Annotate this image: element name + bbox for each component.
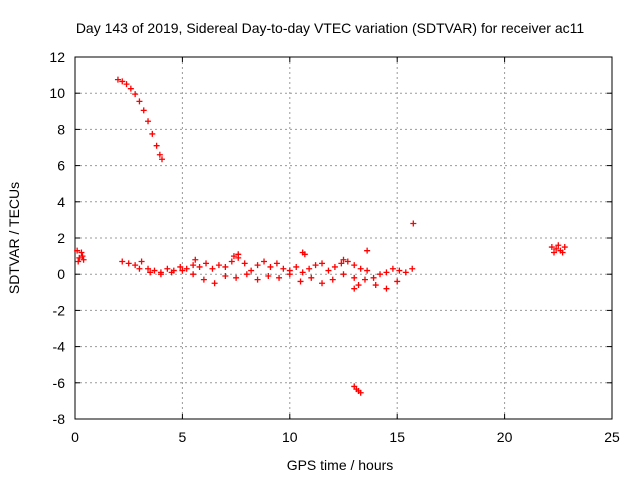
data-point bbox=[192, 257, 198, 263]
data-point bbox=[132, 262, 138, 268]
y-tick-label: -8 bbox=[53, 411, 66, 427]
data-point bbox=[139, 259, 145, 265]
data-point bbox=[362, 277, 368, 283]
data-point bbox=[276, 275, 282, 281]
data-point bbox=[390, 266, 396, 272]
data-point bbox=[255, 277, 261, 283]
data-point bbox=[255, 262, 261, 268]
data-point bbox=[261, 259, 267, 265]
data-point bbox=[330, 277, 336, 283]
x-tick-label: 0 bbox=[71, 429, 79, 445]
data-point bbox=[136, 266, 142, 272]
series-main-band bbox=[119, 255, 415, 281]
x-tick-label: 10 bbox=[282, 429, 298, 445]
data-point bbox=[364, 268, 370, 274]
chart-title: Day 143 of 2019, Sidereal Day-to-day VTE… bbox=[76, 20, 585, 36]
x-axis-label: GPS time / hours bbox=[287, 457, 394, 473]
data-point bbox=[319, 260, 325, 266]
data-point bbox=[358, 266, 364, 272]
grid bbox=[75, 57, 612, 419]
y-tick-label: 12 bbox=[49, 49, 65, 65]
data-point bbox=[212, 280, 218, 286]
data-point bbox=[233, 275, 239, 281]
data-points bbox=[74, 77, 568, 396]
y-axis-label: SDTVAR / TECUs bbox=[6, 182, 22, 294]
data-point bbox=[383, 286, 389, 292]
data-point bbox=[126, 260, 132, 266]
data-point bbox=[319, 280, 325, 286]
data-point bbox=[248, 268, 254, 274]
data-point bbox=[351, 275, 357, 281]
data-point bbox=[403, 269, 409, 275]
x-tick-label: 5 bbox=[179, 429, 187, 445]
data-point bbox=[141, 107, 147, 113]
data-point bbox=[203, 260, 209, 266]
data-point bbox=[351, 262, 357, 268]
data-point bbox=[190, 271, 196, 277]
data-point bbox=[332, 264, 338, 270]
data-point bbox=[383, 269, 389, 275]
series-outlier-low bbox=[351, 383, 363, 395]
data-point bbox=[229, 259, 235, 265]
data-point bbox=[201, 277, 207, 283]
data-point bbox=[562, 244, 568, 250]
y-tick-label: 8 bbox=[57, 121, 65, 137]
data-point bbox=[154, 143, 160, 149]
data-point bbox=[280, 266, 286, 272]
y-tick-label: 4 bbox=[57, 194, 65, 210]
data-point bbox=[222, 273, 228, 279]
sdtvar-chart: Day 143 of 2019, Sidereal Day-to-day VTE… bbox=[0, 0, 640, 480]
y-tick-label: -2 bbox=[53, 302, 66, 318]
data-point bbox=[132, 91, 138, 97]
data-point bbox=[394, 278, 400, 284]
data-point bbox=[364, 248, 370, 254]
data-point bbox=[306, 266, 312, 272]
x-tick-label: 15 bbox=[389, 429, 405, 445]
data-point bbox=[75, 259, 81, 265]
y-tick-label: 6 bbox=[57, 158, 65, 174]
data-point bbox=[313, 262, 319, 268]
x-axis: 0 5 10 15 20 25 bbox=[71, 57, 620, 445]
data-point bbox=[351, 286, 357, 292]
data-point bbox=[164, 266, 170, 272]
data-point bbox=[145, 118, 151, 124]
data-point bbox=[244, 271, 250, 277]
x-tick-label: 20 bbox=[497, 429, 513, 445]
y-tick-label: -4 bbox=[53, 339, 66, 355]
data-point bbox=[128, 86, 134, 92]
series-descending-arc bbox=[115, 77, 165, 163]
series-late-arc bbox=[549, 242, 568, 255]
data-point bbox=[308, 275, 314, 281]
data-point bbox=[409, 266, 415, 272]
x-tick-label: 25 bbox=[604, 429, 620, 445]
data-point bbox=[371, 275, 377, 281]
data-point bbox=[119, 259, 125, 265]
data-point bbox=[190, 262, 196, 268]
data-point bbox=[341, 271, 347, 277]
y-tick-label: -6 bbox=[53, 375, 66, 391]
data-point bbox=[325, 268, 331, 274]
data-point bbox=[373, 282, 379, 288]
series-early-arc bbox=[74, 248, 86, 265]
data-point bbox=[222, 264, 228, 270]
data-point bbox=[242, 260, 248, 266]
data-point bbox=[197, 264, 203, 270]
data-point bbox=[293, 264, 299, 270]
data-point bbox=[274, 260, 280, 266]
y-tick-label: 10 bbox=[49, 85, 65, 101]
data-point bbox=[356, 282, 362, 288]
data-point bbox=[136, 98, 142, 104]
data-point bbox=[410, 221, 416, 227]
data-point bbox=[377, 271, 383, 277]
data-point bbox=[149, 131, 155, 137]
series-outlier-high bbox=[410, 221, 416, 227]
data-point bbox=[216, 262, 222, 268]
y-tick-label: 2 bbox=[57, 230, 65, 246]
data-point bbox=[267, 264, 273, 270]
data-point bbox=[287, 271, 293, 277]
data-point bbox=[209, 266, 215, 272]
y-tick-label: 0 bbox=[57, 266, 65, 282]
series-bumps bbox=[192, 248, 370, 292]
data-point bbox=[298, 278, 304, 284]
